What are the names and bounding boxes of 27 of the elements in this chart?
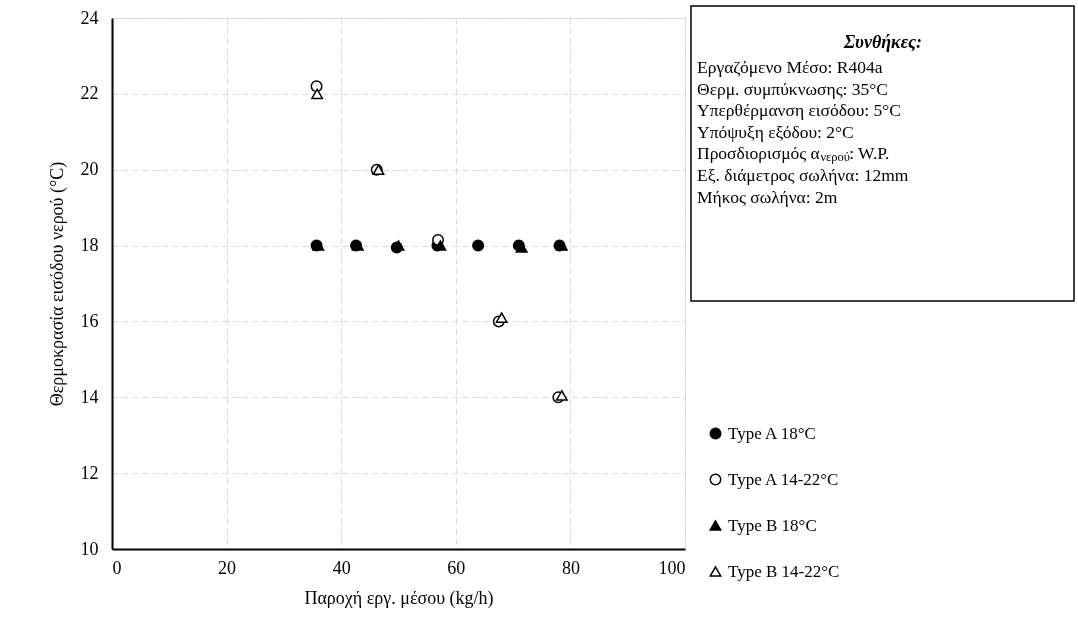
y-tick-label: 20 <box>80 159 99 180</box>
text: Υπερθέρμανση εισόδου: 5°C <box>697 100 902 121</box>
text: Θερμ. συμπύκνωσης: 35°C <box>697 78 889 99</box>
y-tick-label: 18 <box>80 235 99 256</box>
x-axis-title: Παροχή εργ. μέσου (kg/h) <box>304 587 494 609</box>
y-tick-label: 10 <box>80 538 99 559</box>
x-tick-label: 100 <box>658 557 686 578</box>
y-axis-title: Θερμοκρασία εισόδου νερού (°C) <box>46 161 68 407</box>
text: Υπόψυξη εξόδου: 2°C <box>697 121 854 142</box>
legend-label: Type B 14-22°C <box>728 561 840 581</box>
legend-label: Type A 14-22°C <box>728 469 839 489</box>
x-tick-label: 80 <box>561 557 580 578</box>
text: Μήκος σωλήνα: 2m <box>697 186 838 207</box>
x-tick-label: 20 <box>218 557 237 578</box>
y-tick-label: 12 <box>80 462 99 483</box>
x-tick-label: 60 <box>447 557 466 578</box>
text: Εξ. διάμετρος σωλήνα: 12mm <box>697 165 909 185</box>
x-tick-label: 0 <box>112 557 122 578</box>
y-tick-label: 24 <box>80 7 99 28</box>
y-tick-label: 16 <box>80 310 99 331</box>
text: Συνθήκες: <box>842 32 923 52</box>
legend-label: Type A 18°C <box>728 423 816 443</box>
legend-label: Type B 18°C <box>728 515 817 535</box>
text: Εργαζόμενο Μέσο: R404a <box>697 57 883 77</box>
x-tick-label: 40 <box>332 557 351 578</box>
y-tick-label: 14 <box>80 386 99 407</box>
y-tick-label: 22 <box>80 83 99 104</box>
